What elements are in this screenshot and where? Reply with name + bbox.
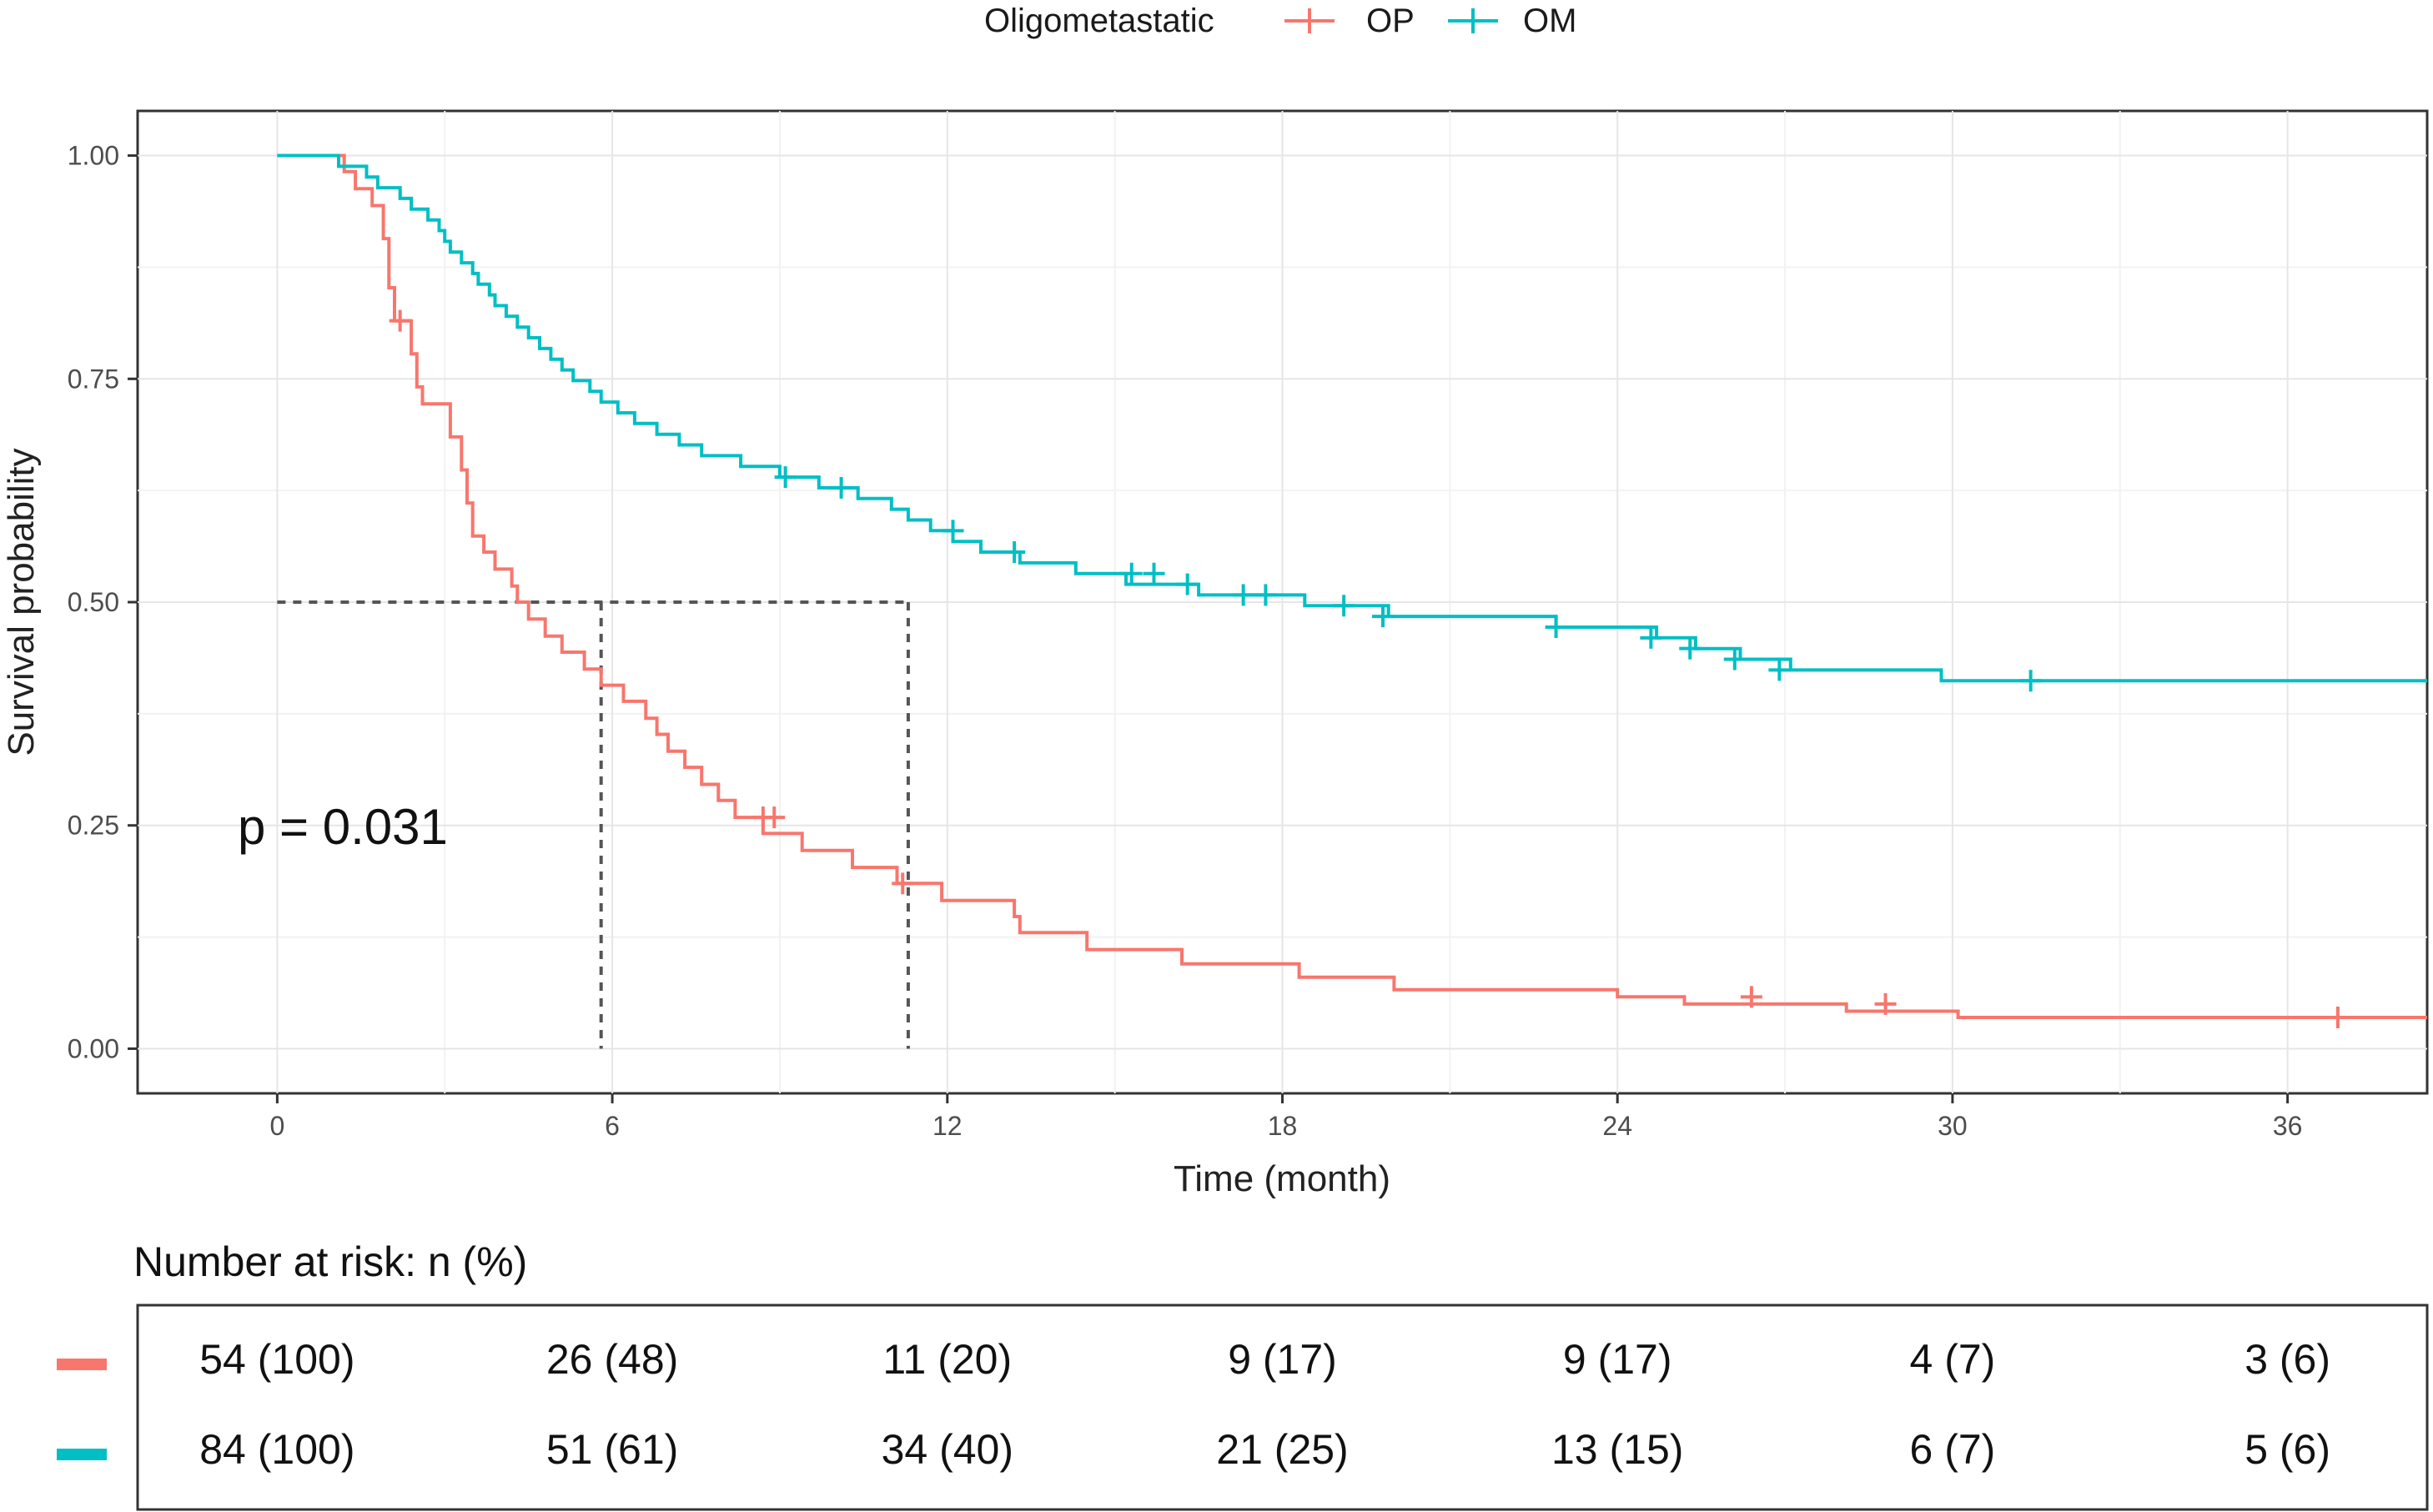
risk-table-cell-op: 9 (17) xyxy=(1228,1336,1337,1383)
risk-table-swatch-om xyxy=(57,1449,107,1460)
x-axis-ticks: 0 6 12 18 24 30 36 xyxy=(269,1093,2302,1141)
censor-mark-om xyxy=(1372,605,1395,628)
risk-table-swatch-op xyxy=(57,1359,107,1370)
risk-table-cell-op: 9 (17) xyxy=(1563,1336,1672,1383)
legend-title: Oligometastatic xyxy=(984,3,1214,39)
censor-mark-om xyxy=(942,520,964,542)
risk-table-cell-om: 6 (7) xyxy=(1910,1426,1996,1473)
x-tick-label: 0 xyxy=(269,1111,284,1141)
x-tick-label: 12 xyxy=(932,1111,963,1141)
censor-mark-om xyxy=(1143,562,1165,585)
risk-table-cell-om: 34 (40) xyxy=(882,1426,1013,1473)
y-tick-label: 0.75 xyxy=(68,364,119,394)
censor-mark-om xyxy=(1254,584,1277,606)
censor-mark-om xyxy=(1176,573,1199,595)
x-tick-label: 24 xyxy=(1602,1111,1632,1141)
y-axis-ticks: 0.00 0.25 0.50 0.75 1.00 xyxy=(68,141,138,1063)
censor-mark-op xyxy=(1874,992,1897,1015)
legend: Oligometastatic OP OM xyxy=(984,3,1576,39)
risk-table-cell-om: 21 (25) xyxy=(1216,1426,1348,1473)
median-lines xyxy=(277,600,910,1049)
risk-table-rows: 54 (100) 26 (48) 11 (20) 9 (17) 9 (17) 4 (7) 3… xyxy=(57,1336,2330,1473)
censor-mark-om xyxy=(1545,615,1567,638)
censor-mark-op xyxy=(763,806,786,829)
risk-table-cell-op: 11 (20) xyxy=(882,1336,1012,1383)
y-tick-label: 0.50 xyxy=(68,587,119,617)
risk-table-cell-op: 54 (100) xyxy=(199,1336,354,1383)
y-tick-label: 0.25 xyxy=(68,811,119,841)
censor-mark-op xyxy=(1740,986,1762,1008)
censor-mark-om xyxy=(1120,562,1143,585)
risk-table-cell-op: 3 (6) xyxy=(2244,1336,2330,1383)
censor-mark-op xyxy=(389,309,411,332)
x-tick-label: 18 xyxy=(1268,1111,1298,1141)
survival-curve-op xyxy=(277,153,2427,1019)
y-tick-label: 1.00 xyxy=(68,141,119,171)
censor-mark-om xyxy=(1640,626,1662,649)
risk-table-cell-om: 13 (15) xyxy=(1551,1426,1683,1473)
y-axis-label: Survival probability xyxy=(1,448,42,756)
legend-op-label: OP xyxy=(1366,3,1415,39)
risk-table-cell-om: 84 (100) xyxy=(199,1426,354,1473)
censor-mark-om xyxy=(830,476,852,499)
censor-mark-op xyxy=(892,872,914,895)
censor-mark-om xyxy=(2019,670,2042,692)
risk-table-cell-op: 4 (7) xyxy=(1910,1336,1996,1383)
risk-table-panel xyxy=(136,1304,2429,1511)
censor-mark-om xyxy=(1232,584,1254,606)
legend-om-label: OM xyxy=(1523,3,1576,39)
p-value-annotation: p = 0.031 xyxy=(238,799,448,855)
censor-mark-om xyxy=(1333,595,1355,617)
censor-mark-om xyxy=(1003,541,1026,564)
censor-mark-om xyxy=(1679,637,1702,660)
risk-table-cell-op: 26 (48) xyxy=(546,1336,678,1383)
legend-item-op: OP xyxy=(1284,3,1415,39)
legend-item-om: OM xyxy=(1448,3,1576,39)
censor-mark-op xyxy=(2326,1006,2349,1028)
x-axis-label: Time (month) xyxy=(1174,1158,1390,1199)
risk-table-cell-om: 5 (6) xyxy=(2244,1426,2330,1473)
x-tick-label: 36 xyxy=(2273,1111,2303,1141)
x-tick-label: 30 xyxy=(1938,1111,1968,1141)
y-tick-label: 0.00 xyxy=(68,1033,119,1063)
censor-mark-om xyxy=(774,466,797,489)
risk-table-cell-om: 51 (61) xyxy=(546,1426,678,1473)
x-tick-label: 6 xyxy=(605,1111,620,1141)
gridlines xyxy=(138,111,2427,1093)
survival-curves xyxy=(277,153,2427,1028)
risk-table-title: Number at risk: n (%) xyxy=(133,1238,527,1285)
censor-mark-om xyxy=(1723,648,1746,671)
censor-mark-om xyxy=(1768,659,1791,681)
